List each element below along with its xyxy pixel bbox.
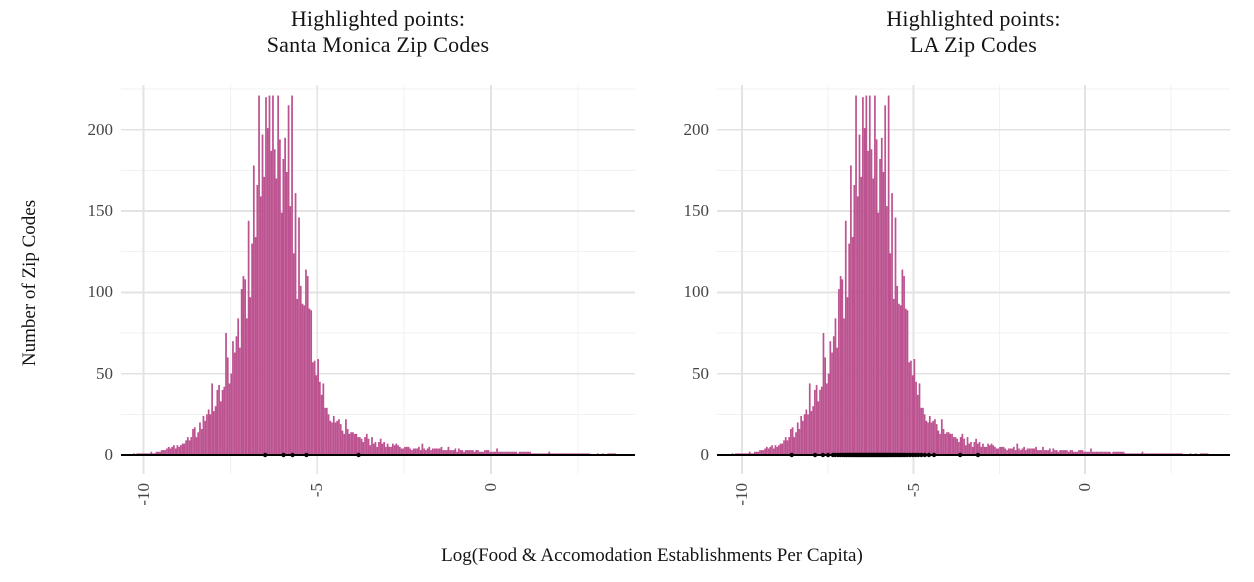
y-tick-label: 0: [104, 445, 114, 464]
highlighted-point: [820, 452, 826, 458]
highlighted-point: [789, 452, 794, 458]
x-axis-title: Log(Food & Accomodation Establishments P…: [441, 545, 863, 566]
y-tick-label: 100: [683, 282, 710, 302]
x-tick-label: 0: [1075, 483, 1094, 492]
highlighted-point: [975, 452, 981, 458]
highlighted-point: [957, 452, 963, 458]
y-tick-label: 100: [87, 282, 114, 302]
panel-title-left-line2: Santa Monica Zip Codes: [266, 32, 490, 57]
histogram-panel-right: [717, 85, 1230, 474]
highlighted-point: [825, 452, 831, 458]
y-tick-label: 200: [87, 119, 114, 139]
highlighted-point: [931, 452, 937, 458]
y-tick-label: 150: [683, 201, 710, 221]
x-tick-label: -10: [732, 483, 751, 506]
x-tick-label: -5: [307, 483, 327, 498]
y-tick-label: 150: [87, 201, 114, 221]
y-tick-label: 50: [96, 363, 113, 383]
x-tick-label: -10: [133, 483, 153, 506]
highlighted-point: [812, 452, 818, 458]
x-tick-label: 0: [481, 483, 500, 492]
highlighted-point: [916, 452, 921, 458]
panel-title-right: Highlighted points: LA Zip Codes: [717, 6, 1230, 58]
y-tick-label: 50: [692, 363, 709, 383]
y-tick-label: 200: [683, 119, 710, 139]
histogram-panel-left: [121, 85, 635, 474]
y-axis-title: Number of Zip Codes: [19, 199, 40, 367]
highlighted-point: [926, 452, 932, 458]
panel-title-left-line1: Highlighted points:: [290, 6, 466, 31]
highlighted-point: [356, 452, 361, 458]
highlighted-point: [304, 452, 309, 458]
highlighted-point: [922, 452, 928, 458]
x-tick-label: -5: [903, 483, 923, 498]
highlighted-point: [919, 452, 924, 458]
panel-title-left: Highlighted points: Santa Monica Zip Cod…: [121, 6, 635, 58]
highlighted-point: [262, 452, 268, 458]
panel-title-right-line1: Highlighted points:: [886, 6, 1061, 31]
highlighted-point: [281, 452, 286, 458]
highlighted-point: [290, 452, 295, 458]
y-tick-label: 0: [700, 445, 710, 464]
panel-title-right-line2: LA Zip Codes: [909, 32, 1038, 57]
